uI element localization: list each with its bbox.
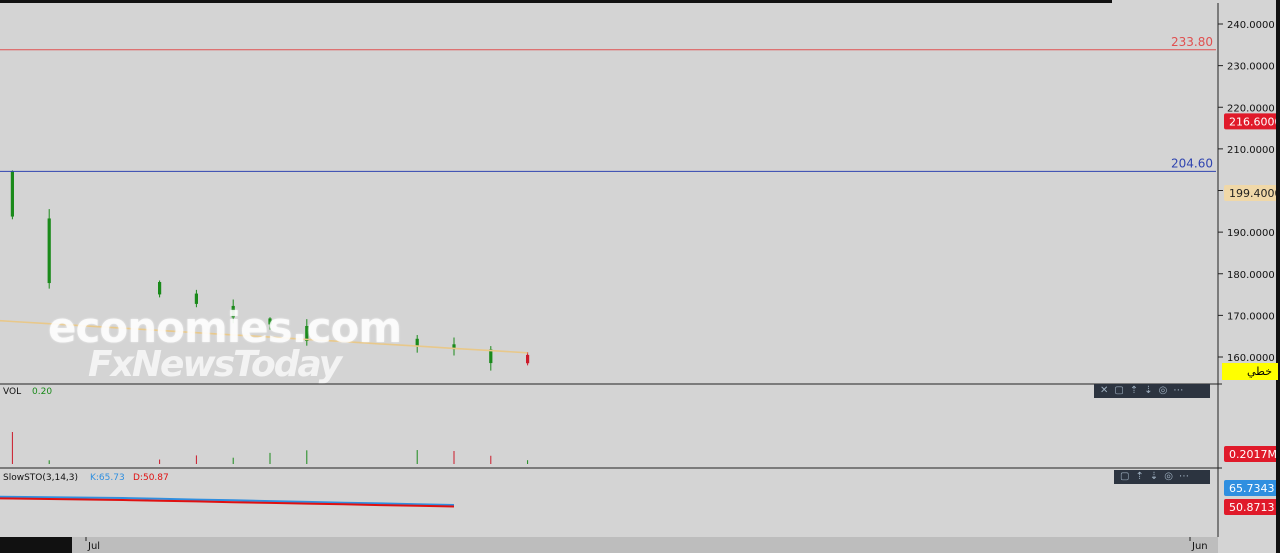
candle-10 [10,170,14,220]
k-value-tag-bg [1224,480,1278,496]
candle-7 [194,289,198,308]
candle-9 [47,209,51,289]
level-label-1: 204.60 [1171,156,1213,170]
y-tick-label-6: 220.0000 [1227,103,1275,114]
volume-last-tag-bg [1224,446,1278,462]
x-axis-strip [72,537,1218,553]
chart-type-badge[interactable]: خطي [1222,363,1278,380]
x-axis-left-block [0,537,72,553]
candle-0 [526,352,530,366]
pane-control-1-1[interactable]: ⇡ [1135,471,1144,482]
level-label-0: 233.80 [1171,35,1213,49]
pane-control-0-5[interactable]: ⋯ [1173,385,1184,396]
candle-8 [158,280,162,298]
oscillator-k-label: K:65.73 [90,473,125,483]
volume-last-tag: 0.2017M [1229,448,1277,461]
pane-control-1-3[interactable]: ◎ [1164,471,1173,482]
y-tick-label-0: 160.0000 [1227,353,1275,364]
last-price-tag: 216.6000 [1229,115,1280,128]
pane-control-1-2[interactable]: ⇣ [1149,471,1159,482]
candle-3 [415,335,419,353]
volume-value: 0.20 [32,387,52,397]
candle-4 [305,319,309,346]
y-tick-label-8: 240.0000 [1227,20,1275,31]
ma-value-tag-bg [1224,184,1278,201]
candles [10,170,530,371]
d-value-tag: 50.8713 [1229,501,1275,514]
k-value-tag: 65.7343 [1229,482,1275,495]
candle-6 [231,299,235,324]
d-value-tag-bg [1224,499,1278,515]
right-border [1276,0,1280,553]
volume-pane-controls[interactable]: ✕ ▢ ⇡ ⇣ ◎ ⋯ [1094,384,1210,398]
candle-5 [268,317,272,330]
pane-control-0-2[interactable]: ⇡ [1129,385,1139,396]
oscillator-pane-controls[interactable]: ▢ ⇡ ⇣ ◎ ⋯ [1114,470,1210,484]
x-tick-label-11: Jun [1191,541,1208,552]
y-tick-label-5: 210.0000 [1227,145,1275,156]
pane-control-1-4[interactable]: ⋯ [1178,471,1189,482]
y-tick-label-1: 170.0000 [1227,311,1275,322]
pane-control-0-1[interactable]: ▢ [1114,385,1124,396]
candle-2 [452,337,456,356]
last-price-tag-bg [1224,113,1278,130]
top-border [0,0,1112,3]
y-tick-label-3: 190.0000 [1227,228,1275,239]
ma-value-tag: 199.4000 [1229,187,1280,200]
volume-bars [11,432,529,464]
watermark-economies: economies.com [48,303,402,352]
pane-control-0-4[interactable]: ◎ [1158,385,1168,396]
oscillator-title: SlowSTO(3,14,3) [3,473,78,483]
pane-control-0-0[interactable]: ✕ [1100,385,1109,396]
pane-control-1-0[interactable]: ▢ [1120,471,1130,482]
oscillator-d-label: D:50.87 [133,473,169,483]
y-tick-label-7: 230.0000 [1227,62,1275,73]
stochastic-d-line [0,497,455,508]
x-tick-label-0: Jul [87,541,100,552]
pane-control-0-3[interactable]: ⇣ [1144,385,1153,396]
watermark-fxnewstoday: FxNewsToday [88,344,342,385]
y-tick-label-2: 180.0000 [1227,270,1275,281]
volume-title: VOL [3,387,21,397]
